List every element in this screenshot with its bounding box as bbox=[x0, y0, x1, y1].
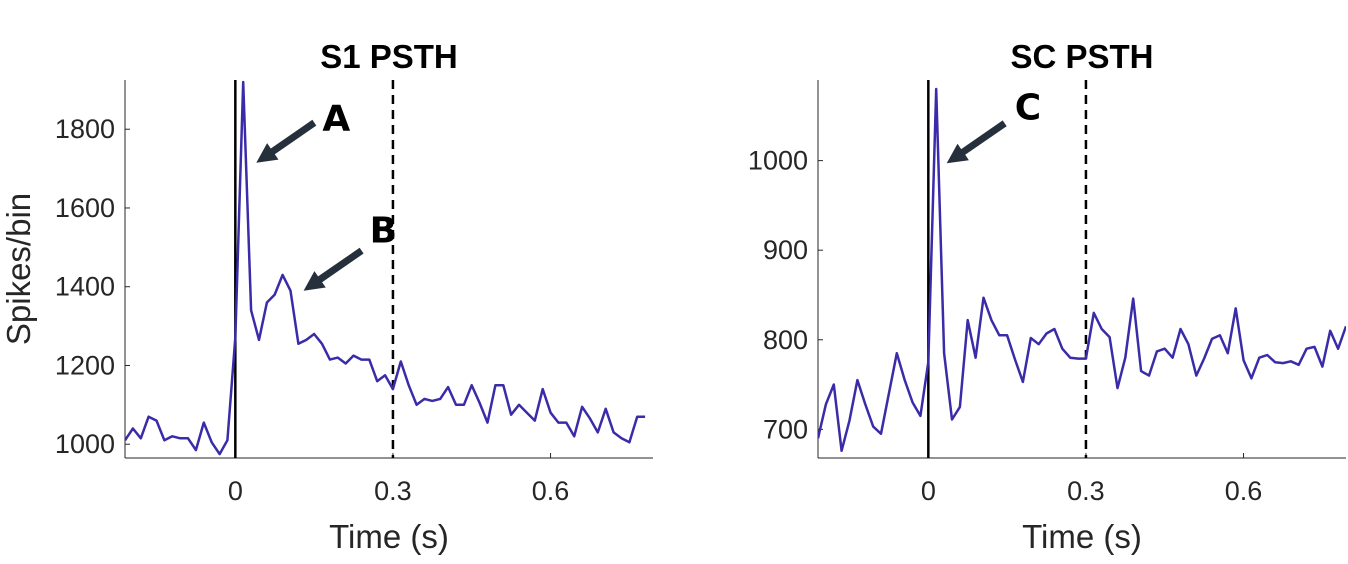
plot-area: 700 800 900 1000 0 0.3 0.6 C bbox=[748, 80, 1346, 506]
x-tick-label: 0.6 bbox=[1225, 476, 1263, 506]
y-tick-label: 1000 bbox=[748, 146, 808, 176]
x-axis-label: Time (s) bbox=[1022, 518, 1142, 555]
x-tick-label: 0.3 bbox=[1067, 476, 1105, 506]
x-tick-label: 0.6 bbox=[532, 476, 570, 506]
y-tick-label: 1000 bbox=[55, 429, 115, 459]
psth-series-line bbox=[125, 80, 646, 456]
psth-series-line bbox=[818, 87, 1346, 453]
y-tick-label: 1200 bbox=[55, 350, 115, 380]
y-tick-label: 1600 bbox=[55, 193, 115, 223]
y-tick-label: 900 bbox=[763, 235, 808, 265]
x-tick-label: 0 bbox=[921, 476, 936, 506]
x-tick-label: 0 bbox=[228, 476, 243, 506]
y-tick-label: 700 bbox=[763, 414, 808, 444]
chart-title: S1 PSTH bbox=[320, 38, 458, 75]
annotation-arrow bbox=[256, 119, 317, 163]
x-tick-label: 0.3 bbox=[374, 476, 412, 506]
annotation-label: B bbox=[370, 211, 397, 252]
sc-psth-panel: SC PSTH Time (s) 700 800 900 1000 0 0.3 0.6 C bbox=[748, 38, 1346, 555]
annotation-arrow bbox=[946, 120, 1007, 164]
plot-area: 1000 1200 1400 1600 1800 0 0.3 0.6 A B bbox=[55, 80, 653, 506]
y-axis-label: Spikes/bin bbox=[0, 193, 37, 345]
y-tick-label: 800 bbox=[763, 325, 808, 355]
annotation-label: A bbox=[322, 99, 350, 140]
y-tick-label: 1400 bbox=[55, 272, 115, 302]
chart-title: SC PSTH bbox=[1010, 38, 1153, 75]
annotation-arrow bbox=[303, 247, 364, 291]
x-axis-label: Time (s) bbox=[329, 518, 449, 555]
y-tick-label: 1800 bbox=[55, 114, 115, 144]
s1-psth-panel: S1 PSTH Spikes/bin Time (s) 1000 1200 1400… bbox=[0, 38, 653, 555]
annotation-label: C bbox=[1015, 87, 1041, 128]
